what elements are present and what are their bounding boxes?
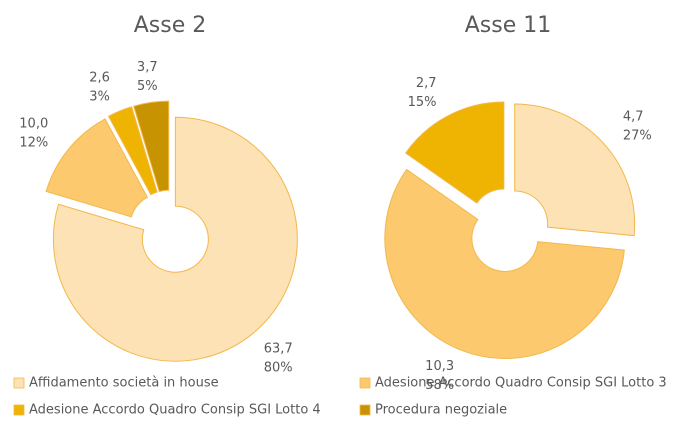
percent-label: 80%: [264, 360, 293, 375]
percent-label: 15%: [408, 95, 437, 110]
donut-slice: [514, 103, 636, 237]
percent-label: 27%: [623, 128, 652, 143]
value-label: 10,3: [425, 359, 454, 374]
value-label: 4,7: [623, 109, 644, 124]
value-label: 3,7: [137, 60, 158, 75]
donut-slice: [107, 106, 158, 196]
donut-slice: [52, 116, 298, 362]
value-label: 2,7: [416, 76, 437, 91]
percent-label: 58%: [425, 378, 454, 393]
donut-slice: [384, 168, 625, 359]
legend-label: Affidamento società in house: [29, 376, 219, 391]
value-label: 2,6: [89, 70, 110, 85]
legend-swatch: [13, 404, 25, 416]
chart-title: Asse 2: [134, 13, 207, 38]
legend-label: Adesione Accordo Quadro Consip SGI Lotto…: [29, 403, 321, 418]
legend-label: Procedura negoziale: [375, 403, 507, 418]
donut-slice: [45, 118, 149, 218]
donut-slice: [133, 100, 170, 193]
chart-title: Asse 11: [465, 13, 552, 38]
value-label: 10,0: [19, 116, 48, 131]
legend-swatch: [359, 404, 371, 416]
percent-label: 12%: [19, 135, 48, 150]
percent-label: 3%: [89, 89, 110, 104]
legend-swatch: [13, 377, 25, 389]
donut-slice: [404, 101, 505, 204]
percent-label: 5%: [137, 79, 158, 94]
legend-swatch: [359, 377, 371, 389]
value-label: 63,7: [264, 341, 293, 356]
legend-label: Adesione Accordo Quadro Consip SGI Lotto…: [375, 376, 667, 391]
